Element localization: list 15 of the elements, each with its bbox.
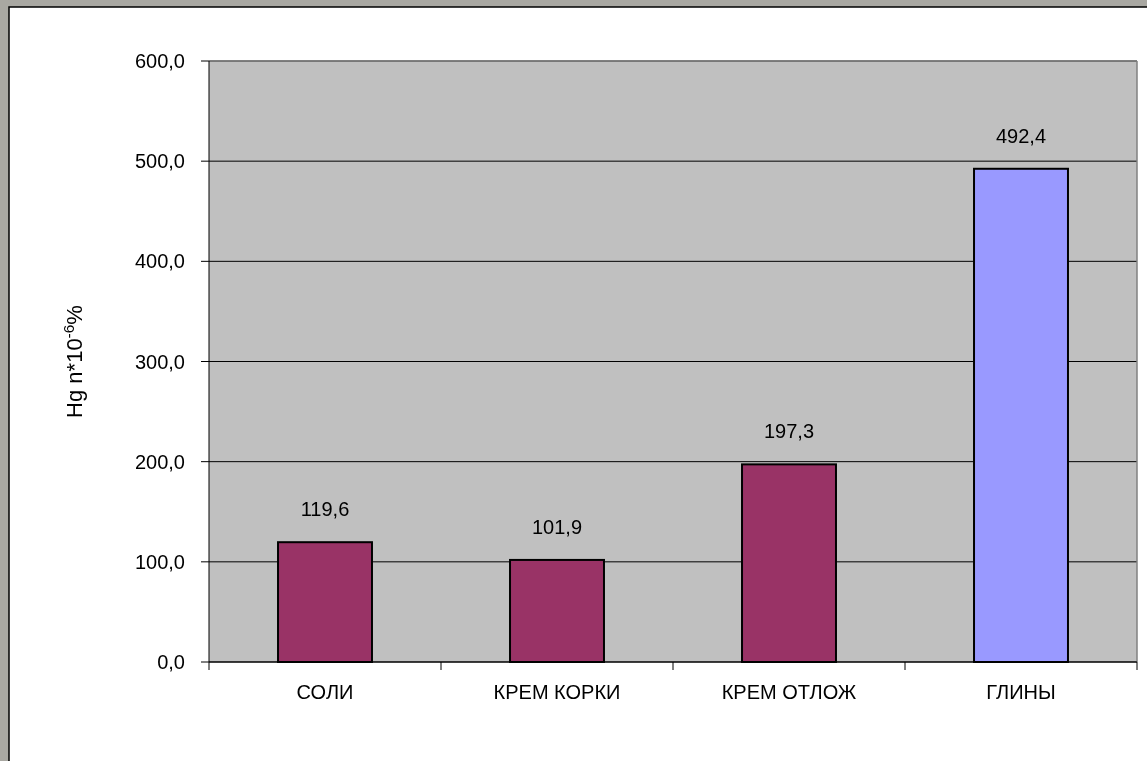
x-tick-label: СОЛИ <box>296 681 354 704</box>
x-tick-label: ГЛИНЫ <box>986 681 1056 704</box>
y-tick-label: 300,0 <box>134 350 185 373</box>
y-tick-label: 500,0 <box>134 150 185 173</box>
y-tick-label: 600,0 <box>134 50 185 72</box>
y-tick-label: 0,0 <box>157 651 185 673</box>
data-label: 197,3 <box>763 420 815 443</box>
data-label: 119,6 <box>300 498 350 521</box>
y-tick-label: 400,0 <box>134 250 185 273</box>
x-tick-label: КРЕМ ОТЛОЖ <box>721 681 857 704</box>
x-tick-label: КРЕМ КОРКИ <box>493 681 621 704</box>
data-label: 101,9 <box>531 515 583 538</box>
y-tick-label: 100,0 <box>134 550 185 573</box>
y-tick-label: 200,0 <box>134 450 185 473</box>
data-label: 492,4 <box>995 124 1047 147</box>
